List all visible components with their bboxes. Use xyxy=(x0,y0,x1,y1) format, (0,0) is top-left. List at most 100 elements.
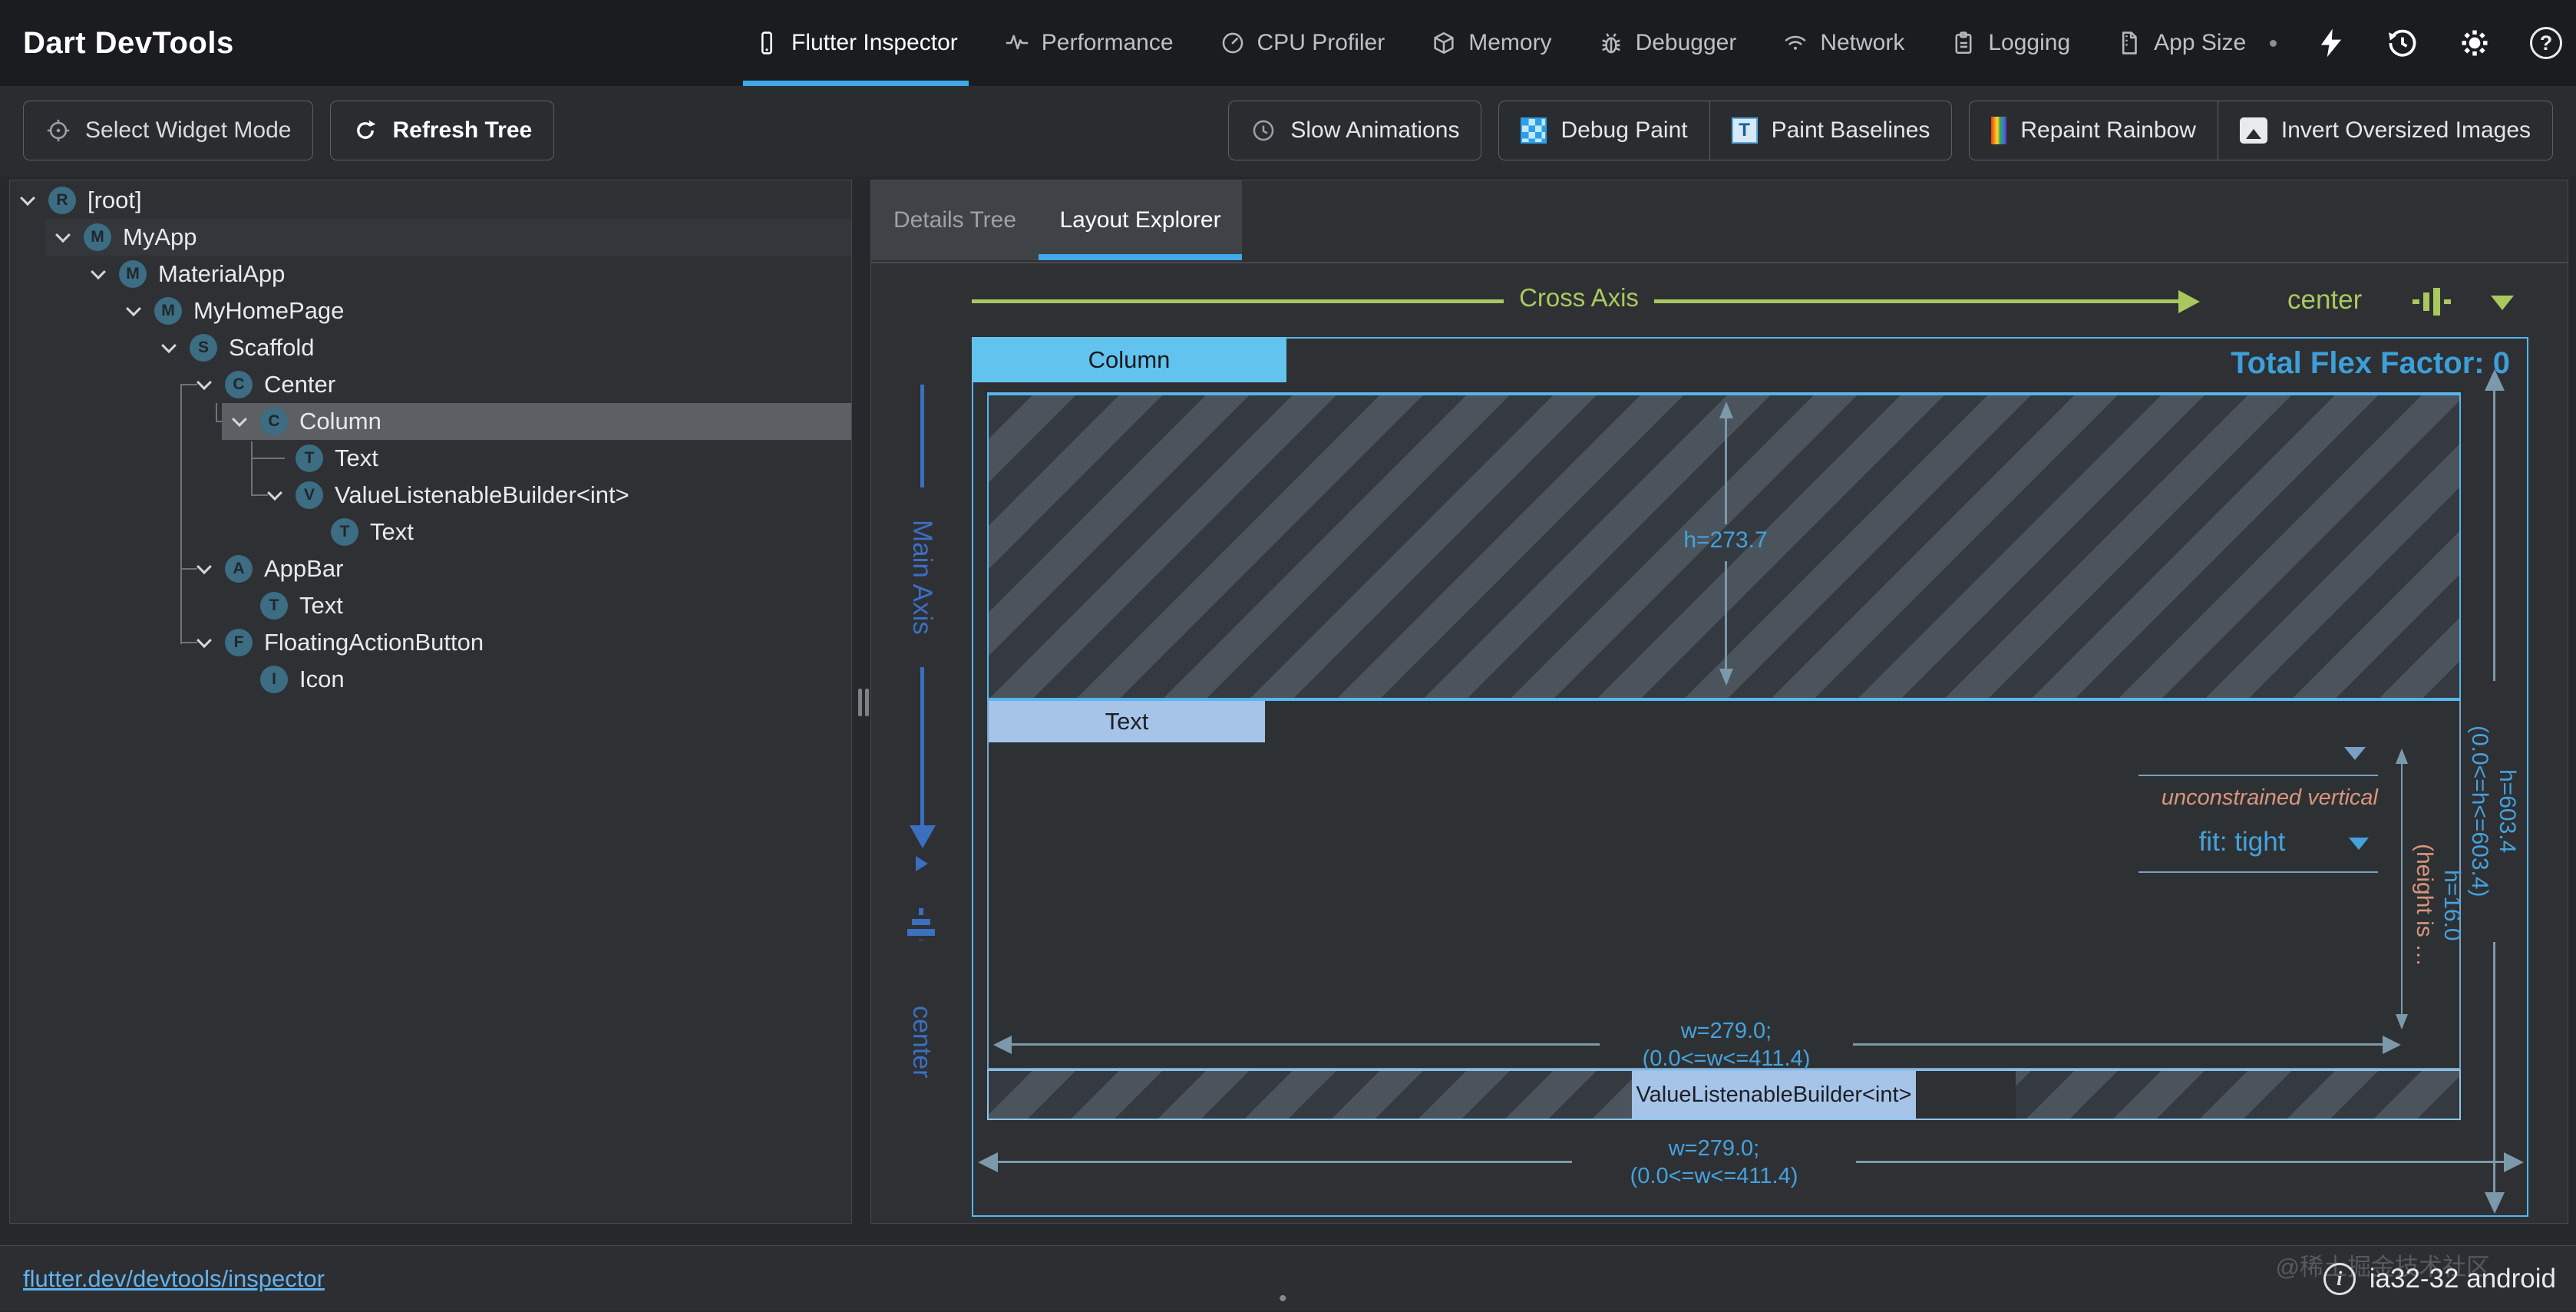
tree-row[interactable]: T Text xyxy=(10,440,851,477)
chevron-down-icon[interactable] xyxy=(126,301,141,317)
tree-row[interactable]: C Center xyxy=(10,366,851,403)
debug-paint-icon xyxy=(1521,117,1547,144)
tree-row[interactable]: F FloatingActionButton xyxy=(10,624,851,661)
builder-widget-strip: ValueListenableBuilder<int> xyxy=(987,1069,2461,1120)
baselines-icon: T xyxy=(1731,117,1758,144)
help-icon[interactable]: ? xyxy=(2530,27,2562,59)
chevron-down-icon[interactable] xyxy=(232,411,247,428)
tab-logging[interactable]: Logging xyxy=(1927,0,2093,86)
main-axis-alignment-value[interactable]: center xyxy=(907,1005,936,1079)
widget-type-badge: M xyxy=(154,297,182,325)
tab-memory[interactable]: Memory xyxy=(1408,0,1574,86)
documentation-link[interactable]: flutter.dev/devtools/inspector xyxy=(23,1265,325,1292)
chevron-down-icon[interactable] xyxy=(55,227,71,243)
history-icon[interactable] xyxy=(2386,26,2419,60)
chevron-down-icon[interactable] xyxy=(267,485,282,501)
widget-type-badge: R xyxy=(48,187,76,214)
tree-row[interactable]: M MyApp xyxy=(10,219,851,256)
refresh-tree-button[interactable]: Refresh Tree xyxy=(331,101,553,160)
panel-splitter-handle[interactable] xyxy=(857,687,870,718)
column-height-arrow xyxy=(2493,389,2495,681)
column-widget-header[interactable]: Column xyxy=(972,337,1286,382)
bug-icon xyxy=(1598,30,1624,56)
paint-baselines-toggle[interactable]: T Paint Baselines xyxy=(1709,101,1952,160)
tab-debugger[interactable]: Debugger xyxy=(1575,0,1760,86)
tree-row[interactable]: M MyHomePage xyxy=(10,292,851,329)
toggle-label: Slow Animations xyxy=(1290,117,1460,143)
tree-row[interactable]: T Text xyxy=(10,514,851,550)
chevron-down-icon[interactable] xyxy=(161,338,177,354)
tree-guide-tick xyxy=(180,384,197,385)
free-space-height-label: h=273.7 xyxy=(1683,527,1768,553)
main-tab-bar: Flutter Inspector Performance CPU Profil… xyxy=(731,0,2269,86)
gear-icon[interactable] xyxy=(2458,26,2492,60)
pulse-icon xyxy=(1004,30,1030,56)
slow-animations-toggle[interactable]: Slow Animations xyxy=(1229,101,1481,160)
widget-tree-panel: R [root] M MyApp M MaterialApp M MyHomeP… xyxy=(9,180,852,1224)
details-tab-bar: Details Tree Layout Explorer xyxy=(871,180,1242,260)
cross-axis-arrow xyxy=(1654,299,2178,303)
tree-row[interactable]: S Scaffold xyxy=(10,329,851,366)
clock-icon xyxy=(1250,117,1276,144)
main-axis-alignment-icon[interactable] xyxy=(905,908,943,940)
tree-row[interactable]: V ValueListenableBuilder<int> xyxy=(10,477,851,514)
text-width-annotation: w=279.0; (0.0<=w<=411.4) xyxy=(1600,1017,1853,1072)
chevron-down-icon[interactable] xyxy=(197,559,212,575)
separator-dot xyxy=(2270,39,2277,47)
chevron-down-icon[interactable] xyxy=(2491,296,2514,310)
height-arrow xyxy=(1725,417,1727,524)
tree-row[interactable]: R [root] xyxy=(10,182,851,219)
rainbow-icon xyxy=(1991,117,2007,144)
tab-flutter-inspector[interactable]: Flutter Inspector xyxy=(731,0,981,86)
tree-row[interactable]: A AppBar xyxy=(10,550,851,587)
arrowhead-up-icon xyxy=(2485,369,2505,391)
button-label: Refresh Tree xyxy=(392,117,533,143)
expander-triangle-icon[interactable] xyxy=(916,856,928,871)
fit-dropdown-value[interactable]: fit: tight xyxy=(2198,827,2286,857)
chevron-down-icon[interactable] xyxy=(20,190,35,207)
tree-row[interactable]: M MaterialApp xyxy=(10,256,851,292)
tree-guide-tick xyxy=(180,642,197,643)
column-width-arrow xyxy=(1856,1161,2505,1163)
tree-node-label: Column xyxy=(299,408,381,435)
tree-row[interactable]: T Text xyxy=(10,587,851,624)
invert-oversized-images-toggle[interactable]: Invert Oversized Images xyxy=(2217,101,2552,160)
chevron-down-icon[interactable] xyxy=(197,633,212,649)
tab-layout-explorer[interactable]: Layout Explorer xyxy=(1059,207,1221,233)
widget-type-badge: M xyxy=(84,223,111,251)
tab-details-tree[interactable]: Details Tree xyxy=(893,207,1017,233)
column-height-constraint: (0.0<=h<=603.4) xyxy=(2467,725,2492,897)
tree-node-label: FloatingActionButton xyxy=(264,629,484,656)
tab-performance[interactable]: Performance xyxy=(981,0,1197,86)
chevron-down-icon[interactable] xyxy=(91,264,106,280)
text-widget-header[interactable]: Text xyxy=(989,701,1265,742)
tab-cpu-profiler[interactable]: CPU Profiler xyxy=(1197,0,1409,86)
builder-widget-header[interactable]: ValueListenableBuilder<int> xyxy=(1632,1071,1916,1119)
column-width-arrow xyxy=(996,1161,1572,1163)
repaint-rainbow-toggle[interactable]: Repaint Rainbow xyxy=(1970,101,2217,160)
widget-type-badge: C xyxy=(260,408,288,435)
tree-row-selected[interactable]: C Column xyxy=(10,403,851,440)
cross-axis-alignment-value[interactable]: center xyxy=(2287,285,2363,315)
chevron-down-icon[interactable] xyxy=(2349,838,2369,850)
tree-guide-tick xyxy=(251,458,285,459)
active-tab-indicator xyxy=(1039,254,1242,260)
chevron-down-icon[interactable] xyxy=(197,375,212,391)
chevron-down-icon[interactable] xyxy=(2344,747,2366,760)
tab-label: App Size xyxy=(2154,30,2247,55)
cross-axis-alignment-icon[interactable] xyxy=(2413,286,2452,317)
constraint-warning: unconstrained vertical xyxy=(2161,785,2378,810)
tree-row[interactable]: I Icon xyxy=(10,661,851,698)
debug-paint-toggle[interactable]: Debug Paint xyxy=(1499,101,1709,160)
cross-axis-label: Cross Axis xyxy=(1519,283,1639,312)
tab-app-size[interactable]: App Size xyxy=(2093,0,2269,86)
dropdown-underline xyxy=(2138,775,2378,776)
tab-network[interactable]: Network xyxy=(1759,0,1927,86)
cube-icon xyxy=(1431,30,1457,56)
select-widget-mode-button[interactable]: Select Widget Mode xyxy=(24,101,312,160)
status-bar: flutter.dev/devtools/inspector • @稀土掘金技术… xyxy=(0,1245,2576,1311)
tree-node-label: [root] xyxy=(88,187,142,213)
bolt-icon[interactable] xyxy=(2315,27,2347,59)
arrowhead-right-icon xyxy=(2178,290,2200,313)
wifi-icon xyxy=(1782,30,1808,56)
